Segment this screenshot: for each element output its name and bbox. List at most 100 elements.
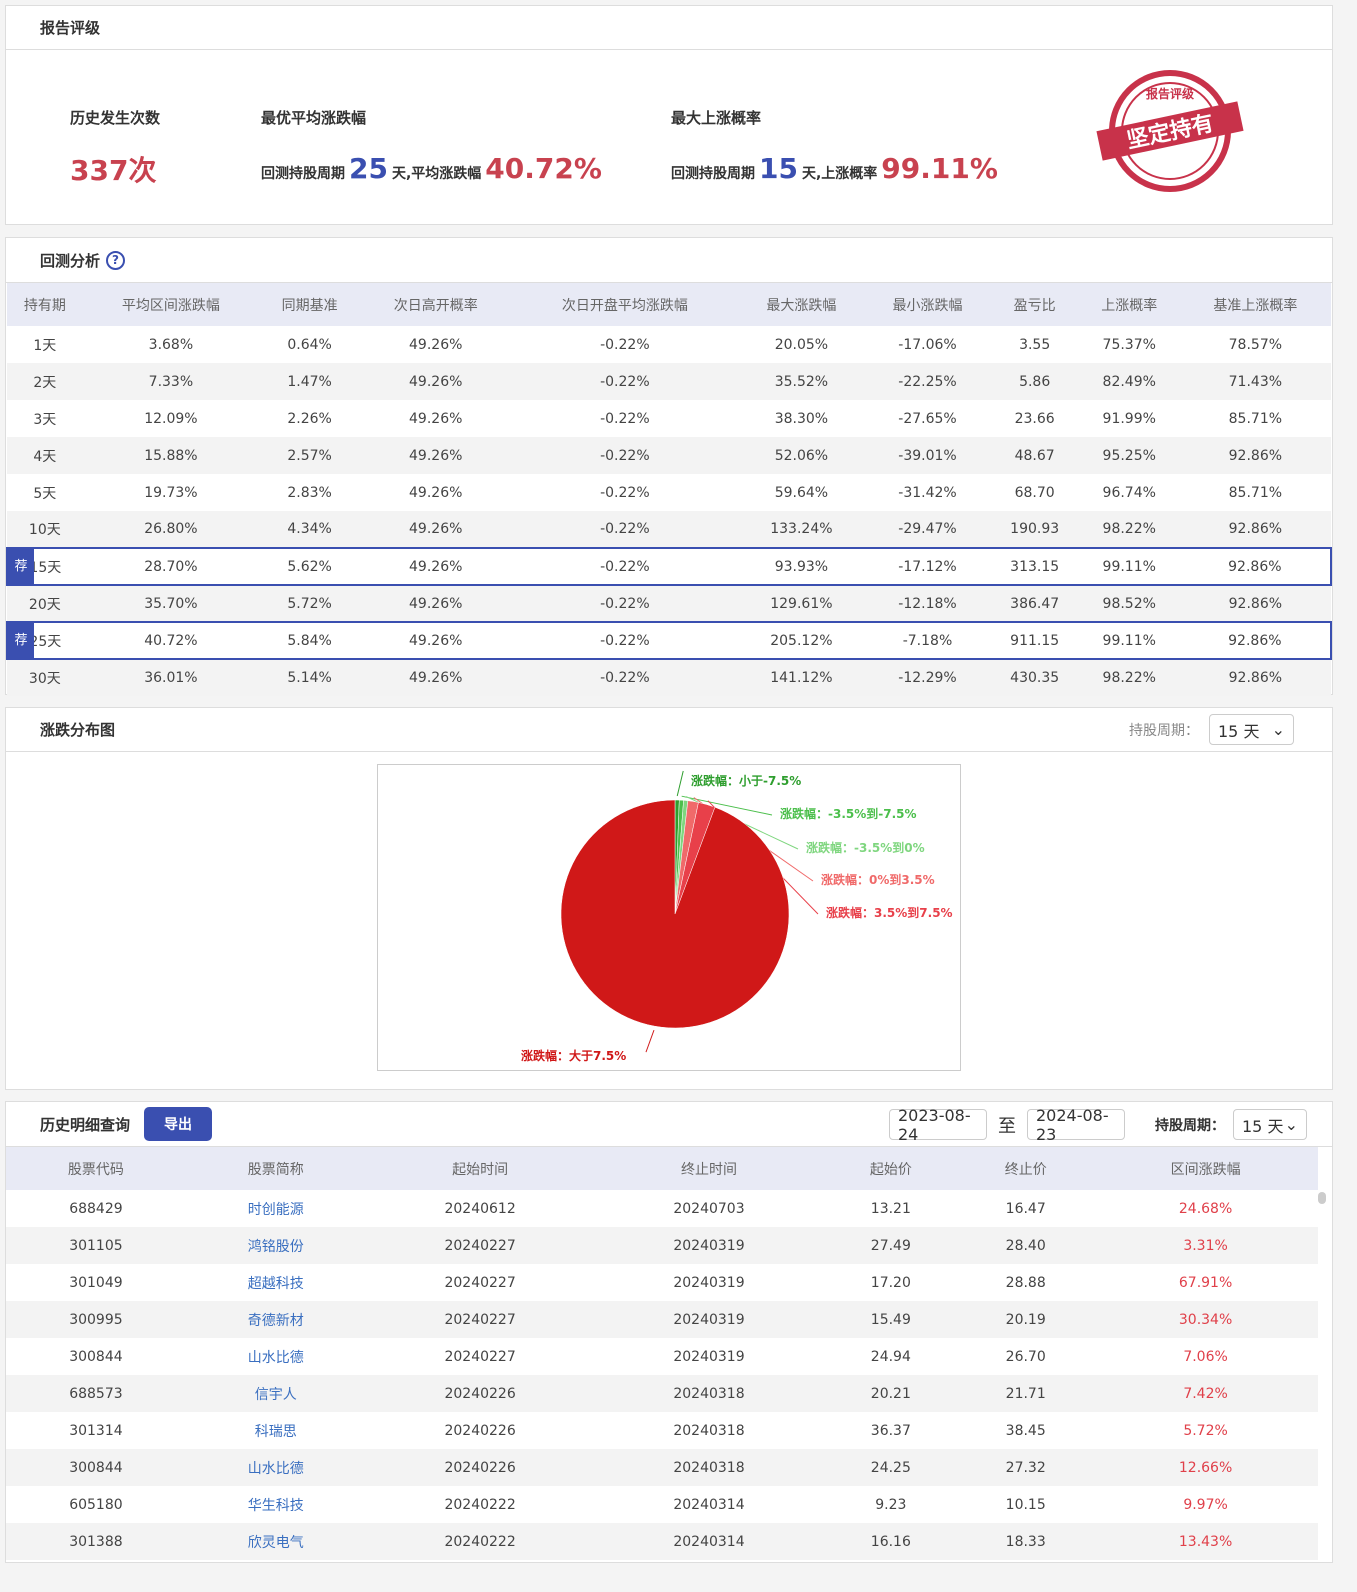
export-button[interactable]: 导出 <box>144 1107 213 1141</box>
table-cell: 301388 <box>6 1523 186 1560</box>
table-cell: 85.71% <box>1228 410 1283 427</box>
best-avg-prefix: 回测持股周期 <box>261 166 345 182</box>
scrollbar[interactable] <box>1318 1192 1326 1204</box>
table-cell: 25天荐 <box>6 621 83 660</box>
table-cell: 20240319 <box>673 1274 745 1291</box>
table-cell: 20240318 <box>673 1422 745 1439</box>
table-cell: -0.22% <box>511 659 739 696</box>
table-cell: -0.22% <box>511 511 739 548</box>
stock-name-link[interactable]: 超越科技 <box>247 1275 304 1292</box>
stock-name-link[interactable]: 山水比德 <box>185 1449 366 1486</box>
table-row: 688429 时创能源 20240612 20240703 13.21 16.47 24.6… <box>6 1190 1318 1227</box>
table-cell: 301105 <box>6 1227 186 1264</box>
table-cell: 30.34% <box>1093 1301 1318 1338</box>
stock-name-link[interactable]: 信宇人 <box>185 1375 366 1412</box>
table-cell: 13.43% <box>1093 1523 1318 1560</box>
table-cell: 20天 <box>7 585 83 622</box>
rating-panel: 报告评级 历史发生次数 337次 最优平均涨跌幅 回测持股周期 25 天,平均涨… <box>5 5 1333 225</box>
table-cell: 28.70% <box>82 547 260 586</box>
table-cell: 7.42% <box>1093 1375 1318 1412</box>
table-cell: 205.12% <box>738 621 865 660</box>
history-period-select[interactable]: 15 天 ⌄ <box>1233 1109 1307 1140</box>
table-cell: 19.73% <box>144 484 198 501</box>
recommended-tag: 荐 <box>8 623 34 658</box>
history-count-label: 历史发生次数 <box>70 109 161 127</box>
table-cell: 20240612 <box>444 1200 516 1217</box>
table-cell: 92.86% <box>1179 547 1333 586</box>
table-cell: 20240318 <box>594 1449 824 1486</box>
table-row: 4天 15.88% 2.57% 49.26% -0.22% 52.06% -39.01% 48… <box>7 437 1331 474</box>
best-avg-label: 最优平均涨跌幅 <box>261 109 367 127</box>
help-icon[interactable]: ? <box>106 250 126 270</box>
table-cell: 92.86% <box>1179 659 1331 696</box>
table-cell: 40.72% <box>82 621 260 660</box>
history-count-value: 337次 <box>70 154 157 187</box>
table-cell: 71.43% <box>1179 363 1331 400</box>
table-cell: 20240227 <box>365 1227 595 1264</box>
stock-name-link[interactable]: 鸿铭股份 <box>185 1227 366 1264</box>
stock-name-link[interactable]: 山水比德 <box>247 1349 304 1366</box>
history-period-label: 持股周期： <box>1155 1117 1225 1134</box>
table-cell: 30天 <box>7 659 83 696</box>
stock-name-link[interactable]: 欣灵电气 <box>185 1523 366 1560</box>
table-cell: 91.99% <box>1102 410 1156 427</box>
table-cell: 2天 <box>7 363 83 400</box>
table-row: 3天 12.09% 2.26% 49.26% -0.22% 38.30% -27.65% 23… <box>7 400 1331 437</box>
pie-slice[interactable] <box>560 799 790 1029</box>
table-cell: 3.55 <box>1019 336 1051 353</box>
stock-name-link[interactable]: 时创能源 <box>247 1201 304 1218</box>
table-cell: 49.26% <box>360 363 512 400</box>
table-cell: 5.72% <box>1183 1422 1228 1439</box>
table-row: 301314 科瑞思 20240226 20240318 36.37 38.45 5.72% <box>6 1412 1318 1449</box>
stock-name-link[interactable]: 华生科技 <box>247 1497 304 1514</box>
table-cell: -0.22% <box>511 621 739 660</box>
backtest-title: 回测分析 <box>40 251 101 270</box>
stock-name-link[interactable]: 奇德新材 <box>185 1301 366 1338</box>
column-header: 终止时间 <box>594 1147 824 1190</box>
table-cell: 7.33% <box>82 363 260 400</box>
table-row: 30天 36.01% 5.14% 49.26% -0.22% 141.12% -12.29%… <box>7 659 1331 696</box>
table-cell: 99.11% <box>1078 547 1180 586</box>
table-cell: 301314 <box>69 1422 123 1439</box>
table-cell: 24.94 <box>870 1348 911 1365</box>
table-cell: 911.15 <box>990 621 1079 660</box>
table-cell: 92.86% <box>1179 621 1333 660</box>
history-panel: 历史明细查询 导出 2023-08-24 至 2024-08-23 持股周期： … <box>5 1101 1333 1563</box>
date-to-input[interactable]: 2024-08-23 <box>1027 1106 1125 1144</box>
table-cell: 20.21 <box>823 1375 959 1412</box>
table-cell: 78.57% <box>1228 336 1283 353</box>
table-cell: 20240314 <box>673 1496 745 1513</box>
table-cell: 21.71 <box>958 1375 1094 1412</box>
table-cell: 2.83% <box>287 484 332 501</box>
slice-label: 涨跌幅：小于-7.5% <box>691 773 801 788</box>
table-cell: 49.26% <box>409 336 463 353</box>
table-cell: 12.09% <box>144 410 198 427</box>
date-from-input[interactable]: 2023-08-24 <box>889 1106 987 1144</box>
table-row: 301105 鸿铭股份 20240227 20240319 27.49 28.40 3.31… <box>6 1227 1318 1264</box>
stock-name-link[interactable]: 科瑞思 <box>254 1423 297 1440</box>
table-cell: 301049 <box>69 1274 123 1291</box>
table-cell: -0.22% <box>511 363 739 400</box>
max-up-value: 99.11% <box>881 152 998 185</box>
table-cell: 98.52% <box>1078 585 1180 622</box>
slice-label: 涨跌幅：0%到3.5% <box>821 872 935 887</box>
table-row: 300995 奇德新材 20240227 20240319 15.49 20.19 30.3… <box>6 1301 1318 1338</box>
table-cell: 9.23 <box>875 1496 907 1513</box>
label-line <box>676 770 684 797</box>
table-cell: 48.67 <box>990 437 1079 474</box>
table-cell: 18.33 <box>958 1523 1094 1560</box>
table-row: 301049 超越科技 20240227 20240319 17.20 28.88 67.9… <box>6 1264 1318 1301</box>
table-row: 301388 欣灵电气 20240222 20240314 16.16 18.33 13.4… <box>6 1523 1318 1560</box>
slice-label: 涨跌幅：-3.5%到0% <box>806 840 925 855</box>
table-cell: 93.93% <box>738 547 865 586</box>
period-select[interactable]: 15 天 ⌄ <box>1209 714 1294 745</box>
table-cell: -22.25% <box>864 363 991 400</box>
table-row: 300844 山水比德 20240227 20240319 24.94 26.70 7.06… <box>6 1338 1318 1375</box>
table-cell: 20240319 <box>673 1348 745 1365</box>
period-label: 持股周期： <box>1129 722 1199 739</box>
table-cell: 98.22% <box>1078 511 1180 548</box>
column-header: 起始时间 <box>365 1147 595 1190</box>
table-cell: 16.47 <box>1005 1200 1046 1217</box>
table-cell: 190.93 <box>990 511 1079 548</box>
table-cell: 15.49 <box>823 1301 959 1338</box>
